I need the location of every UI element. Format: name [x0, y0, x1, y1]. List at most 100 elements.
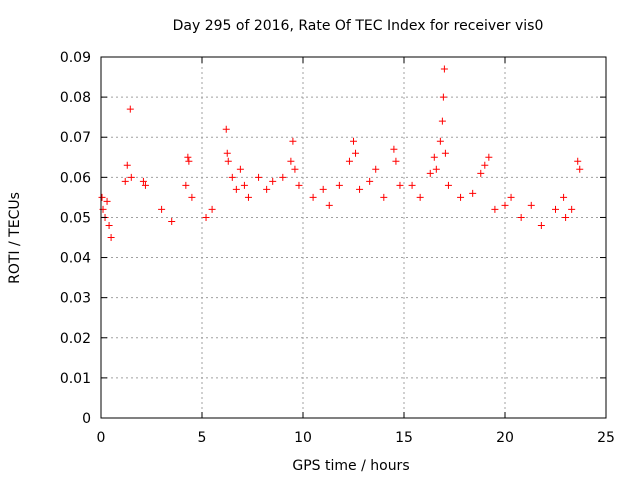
data-point-marker: [105, 221, 113, 229]
y-tick-label: 0: [82, 411, 91, 427]
data-point-marker: [126, 105, 134, 113]
data-point-marker: [240, 181, 248, 189]
y-tick-label: 0.06: [60, 170, 91, 186]
plot-frame: [100, 56, 607, 419]
data-point-marker: [396, 181, 404, 189]
data-point-marker: [325, 201, 333, 209]
data-point-marker: [350, 137, 357, 145]
data-point-marker: [444, 181, 452, 189]
data-point-marker: [507, 193, 515, 201]
data-point-marker: [269, 177, 277, 185]
grid-lines: [101, 57, 606, 418]
data-point-marker: [436, 137, 444, 145]
data-point-marker: [485, 153, 493, 161]
data-point-marker: [139, 177, 147, 185]
data-point-marker: [481, 161, 489, 169]
data-point-marker: [263, 185, 271, 193]
data-point-marker: [188, 193, 196, 201]
data-point-marker: [335, 181, 343, 189]
data-point-marker: [168, 217, 176, 225]
data-point-marker: [123, 161, 131, 169]
data-point-marker: [222, 125, 230, 133]
y-tick-label: 0.02: [60, 331, 91, 347]
data-point-marker: [345, 157, 353, 165]
y-tick-label: 0.07: [60, 130, 91, 146]
x-tick-label: 5: [198, 430, 207, 446]
data-point-marker: [380, 193, 388, 201]
data-point-marker: [517, 213, 525, 221]
data-point-marker: [208, 205, 216, 213]
data-point-marker: [279, 173, 287, 181]
data-point-marker: [309, 193, 317, 201]
y-tick-label: 0.01: [60, 371, 91, 387]
data-point-marker: [236, 165, 244, 173]
data-point-marker: [430, 153, 438, 161]
data-point-marker: [408, 181, 416, 189]
data-point-marker: [366, 177, 374, 185]
y-tick-label: 0.04: [60, 251, 91, 267]
data-point-marker: [141, 181, 149, 189]
data-point-marker: [501, 201, 509, 209]
axis-ticks: 0 0.01 0.02 0.03 0.04 0.05 0.06 0.07 0.08 0.09 0 5 1…: [60, 50, 615, 446]
data-point-marker: [202, 213, 210, 221]
data-point-marker: [477, 169, 485, 177]
data-point-marker: [576, 165, 584, 173]
data-point-marker: [491, 205, 499, 213]
data-point-marker: [440, 65, 448, 73]
chart-title: Day 295 of 2016, Rate Of TEC Index for r…: [173, 18, 544, 34]
data-point-marker: [319, 185, 327, 193]
data-point-marker: [98, 193, 106, 201]
y-axis-label: ROTI / TECUs: [7, 192, 23, 284]
data-point-marker: [121, 177, 129, 185]
y-tick-label: 0.03: [60, 291, 91, 307]
data-point-marker: [107, 234, 115, 241]
data-point-marker: [287, 157, 295, 165]
data-point-marker: [352, 149, 360, 157]
data-point-marker: [560, 193, 568, 201]
data-point-marker: [223, 149, 231, 157]
data-point-marker: [295, 181, 303, 189]
data-point-marker: [184, 153, 192, 161]
x-tick-label: 20: [496, 430, 514, 446]
y-tick-label: 0.05: [60, 210, 91, 226]
data-point-marker: [224, 157, 232, 165]
data-point-marker: [372, 165, 380, 173]
data-point-marker: [390, 145, 398, 153]
data-point-marker: [182, 181, 190, 189]
data-point-marker: [439, 93, 447, 101]
data-point-marker: [158, 205, 166, 213]
data-point-marker: [438, 117, 446, 125]
data-point-marker: [562, 213, 570, 221]
data-point-marker: [392, 157, 400, 165]
data-point-marker: [127, 173, 135, 181]
data-point-marker: [441, 149, 449, 157]
x-tick-label: 10: [294, 430, 312, 446]
data-point-marker: [552, 205, 559, 213]
y-tick-label: 0.09: [60, 50, 91, 66]
data-point-marker: [457, 193, 465, 201]
x-tick-label: 0: [97, 430, 106, 446]
x-tick-label: 15: [395, 430, 413, 446]
data-point-marker: [537, 221, 545, 229]
data-point-marker: [255, 173, 263, 181]
y-tick-label: 0.08: [60, 90, 91, 106]
data-points: [98, 65, 584, 241]
data-point-marker: [103, 197, 111, 205]
data-point-marker: [568, 205, 576, 213]
data-point-marker: [469, 189, 477, 197]
data-point-marker: [432, 165, 440, 173]
data-point-marker: [244, 193, 252, 201]
data-point-marker: [574, 157, 582, 165]
data-point-marker: [228, 173, 236, 181]
data-point-marker: [527, 201, 535, 209]
data-point-marker: [232, 185, 240, 193]
data-point-marker: [185, 157, 193, 165]
x-tick-label: 25: [597, 430, 615, 446]
data-point-marker: [426, 169, 434, 177]
x-axis-label: GPS time / hours: [292, 458, 409, 474]
data-point-marker: [291, 165, 299, 173]
data-point-marker: [416, 193, 424, 201]
data-point-marker: [289, 137, 297, 145]
data-point-marker: [356, 185, 364, 193]
